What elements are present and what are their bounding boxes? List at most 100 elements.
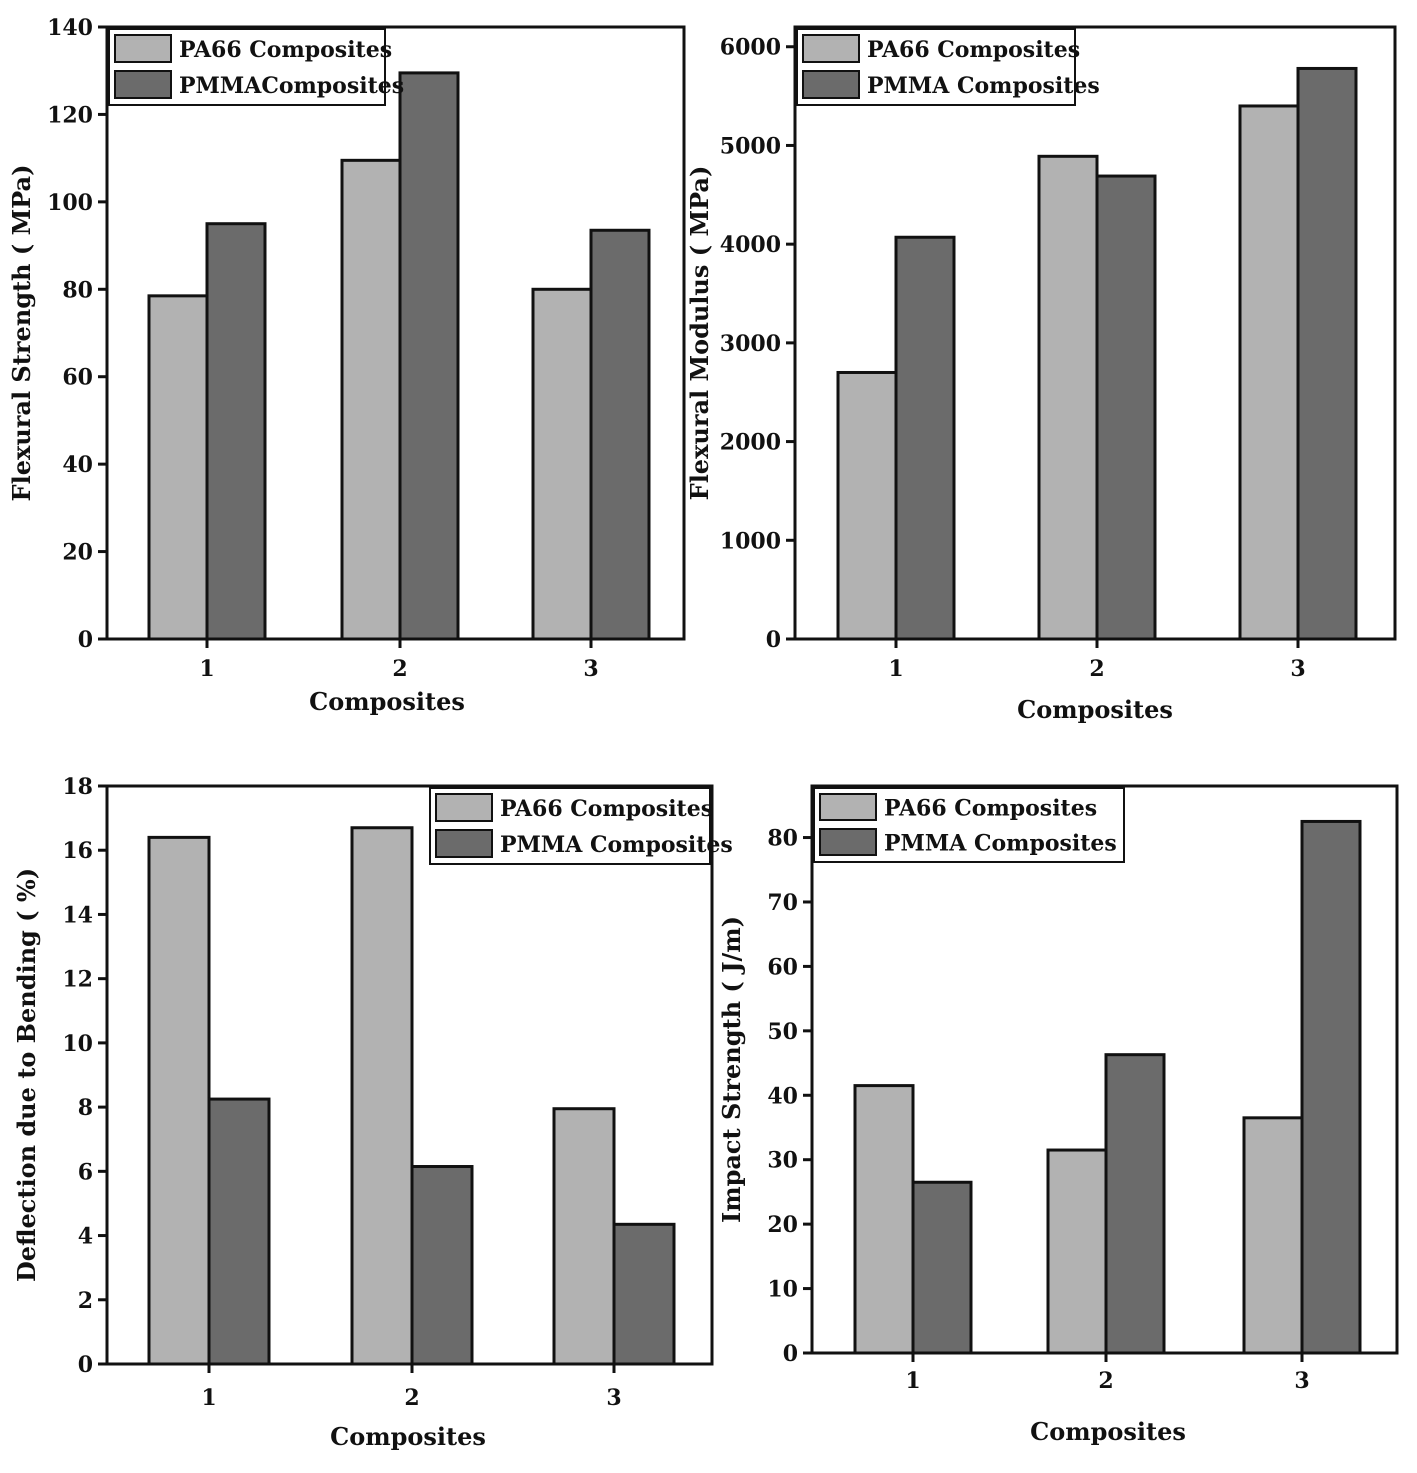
y-tick-label: 2000 xyxy=(720,430,781,456)
bar-pmma-3 xyxy=(1296,66,1358,641)
bar-pa66-3 xyxy=(1238,104,1300,641)
bar-pa66-3 xyxy=(1242,1116,1304,1355)
legend-label-pmma: PMMA Composites xyxy=(884,831,1117,857)
bar-pmma-1 xyxy=(205,222,267,641)
y-tick-label: 0 xyxy=(766,627,781,653)
legend-swatch-pmma xyxy=(802,70,860,99)
bar-pmma-1 xyxy=(207,1097,271,1366)
y-tick-label: 100 xyxy=(47,190,93,216)
legend-swatch-pa66 xyxy=(114,34,172,63)
legend-swatch-pa66 xyxy=(802,34,860,63)
y-tick-label: 50 xyxy=(767,1019,798,1045)
x-tick-label: 3 xyxy=(1290,656,1305,682)
y-tick-label: 6 xyxy=(78,1159,93,1185)
legend-swatch-pmma xyxy=(819,828,877,856)
y-tick-label: 0 xyxy=(78,1352,93,1378)
x-tick-label: 2 xyxy=(404,1385,419,1411)
bar-pmma-2 xyxy=(398,71,460,641)
bar-pa66-1 xyxy=(836,370,898,641)
y-tick-label: 14 xyxy=(62,902,93,928)
x-tick-label: 3 xyxy=(606,1385,621,1411)
y-axis-title: Flexural Modulus ( MPa) xyxy=(685,166,714,501)
bar-pmma-3 xyxy=(1300,819,1362,1355)
legend-swatch-pa66 xyxy=(819,793,877,821)
y-tick-label: 1000 xyxy=(720,528,781,554)
x-tick-label: 1 xyxy=(199,656,214,682)
bar-pa66-2 xyxy=(340,158,402,641)
bar-pa66-2 xyxy=(350,826,414,1366)
bar-pmma-2 xyxy=(1104,1053,1166,1355)
y-tick-label: 60 xyxy=(62,365,93,391)
y-tick-label: 12 xyxy=(62,967,93,993)
x-axis-title: Composites xyxy=(309,687,465,716)
bar-pa66-3 xyxy=(531,287,593,641)
x-tick-label: 1 xyxy=(888,656,903,682)
bar-pa66-1 xyxy=(147,835,211,1366)
y-tick-label: 20 xyxy=(767,1212,798,1238)
x-tick-label: 2 xyxy=(392,656,407,682)
bar-pa66-1 xyxy=(147,294,209,641)
y-tick-label: 140 xyxy=(47,15,93,41)
chart-panel-1: 0 20 40 60 80 100 120 140 1 2 3 Composites Flexural … xyxy=(7,15,686,716)
plot-frame xyxy=(793,25,1397,641)
plot-frame xyxy=(105,784,714,1366)
y-tick-label: 5000 xyxy=(720,133,781,159)
y-tick-label: 20 xyxy=(62,540,93,566)
bar-pa66-1 xyxy=(853,1084,915,1355)
x-tick-label: 2 xyxy=(1089,656,1104,682)
x-axis-title: Composites xyxy=(1017,695,1173,724)
y-tick-label: 10 xyxy=(767,1277,798,1303)
y-tick-label: 16 xyxy=(62,838,93,864)
bar-pmma-3 xyxy=(589,228,651,641)
bar-pa66-3 xyxy=(552,1107,616,1366)
x-tick-label: 3 xyxy=(1294,1368,1309,1394)
y-tick-label: 0 xyxy=(78,627,93,653)
legend-label-pa66: PA66 Composites xyxy=(500,796,713,822)
y-tick-label: 80 xyxy=(62,277,93,303)
legend-label-pmma: PMMA Composites xyxy=(867,73,1100,99)
bar-pmma-2 xyxy=(1095,174,1157,641)
legend-label-pmma: PMMAComposites xyxy=(179,73,404,99)
y-tick-label: 10 xyxy=(62,1031,93,1057)
x-tick-label: 1 xyxy=(905,1368,920,1394)
y-tick-label: 70 xyxy=(767,890,798,916)
x-tick-label: 2 xyxy=(1098,1368,1113,1394)
y-tick-label: 120 xyxy=(47,102,93,128)
y-tick-label: 2 xyxy=(78,1288,93,1314)
y-tick-label: 40 xyxy=(767,1083,798,1109)
bar-pmma-2 xyxy=(410,1165,474,1366)
y-tick-label: 3000 xyxy=(720,331,781,357)
bar-pmma-3 xyxy=(612,1222,676,1366)
legend-label-pa66: PA66 Composites xyxy=(179,37,392,63)
legend-swatch-pmma xyxy=(114,70,172,99)
legend-label-pa66: PA66 Composites xyxy=(867,37,1080,63)
y-tick-label: 30 xyxy=(767,1148,798,1174)
y-axis-title: Deflection due to Bending ( %) xyxy=(12,868,41,1282)
chart-panel-4: 0 10 20 30 40 50 60 70 80 1 2 3 Composites Impact Str… xyxy=(717,784,1399,1446)
legend-label-pa66: PA66 Composites xyxy=(884,796,1097,822)
bar-pmma-1 xyxy=(894,235,956,641)
x-tick-label: 1 xyxy=(201,1385,216,1411)
legend-swatch-pa66 xyxy=(435,793,493,822)
bar-pmma-1 xyxy=(911,1180,973,1355)
y-tick-label: 18 xyxy=(62,774,93,800)
chart-panel-2: 0 1000 2000 3000 4000 5000 6000 1 2 3 Composites Fl… xyxy=(685,25,1397,724)
y-tick-label: 0 xyxy=(783,1341,798,1367)
x-tick-label: 3 xyxy=(583,656,598,682)
y-tick-label: 40 xyxy=(62,452,93,478)
x-axis-title: Composites xyxy=(330,1422,486,1451)
bar-pa66-2 xyxy=(1046,1148,1108,1355)
y-axis-title: Flexural Strength ( MPa) xyxy=(7,165,36,502)
plot-frame xyxy=(105,25,686,641)
legend-label-pmma: PMMA Composites xyxy=(500,832,733,858)
y-tick-label: 8 xyxy=(78,1095,93,1121)
legend-swatch-pmma xyxy=(435,829,493,858)
y-tick-label: 60 xyxy=(767,954,798,980)
bar-pa66-2 xyxy=(1037,154,1099,641)
y-tick-label: 4000 xyxy=(720,232,781,258)
y-tick-label: 80 xyxy=(767,826,798,852)
y-tick-label: 6000 xyxy=(720,35,781,61)
x-axis-title: Composites xyxy=(1030,1417,1186,1446)
